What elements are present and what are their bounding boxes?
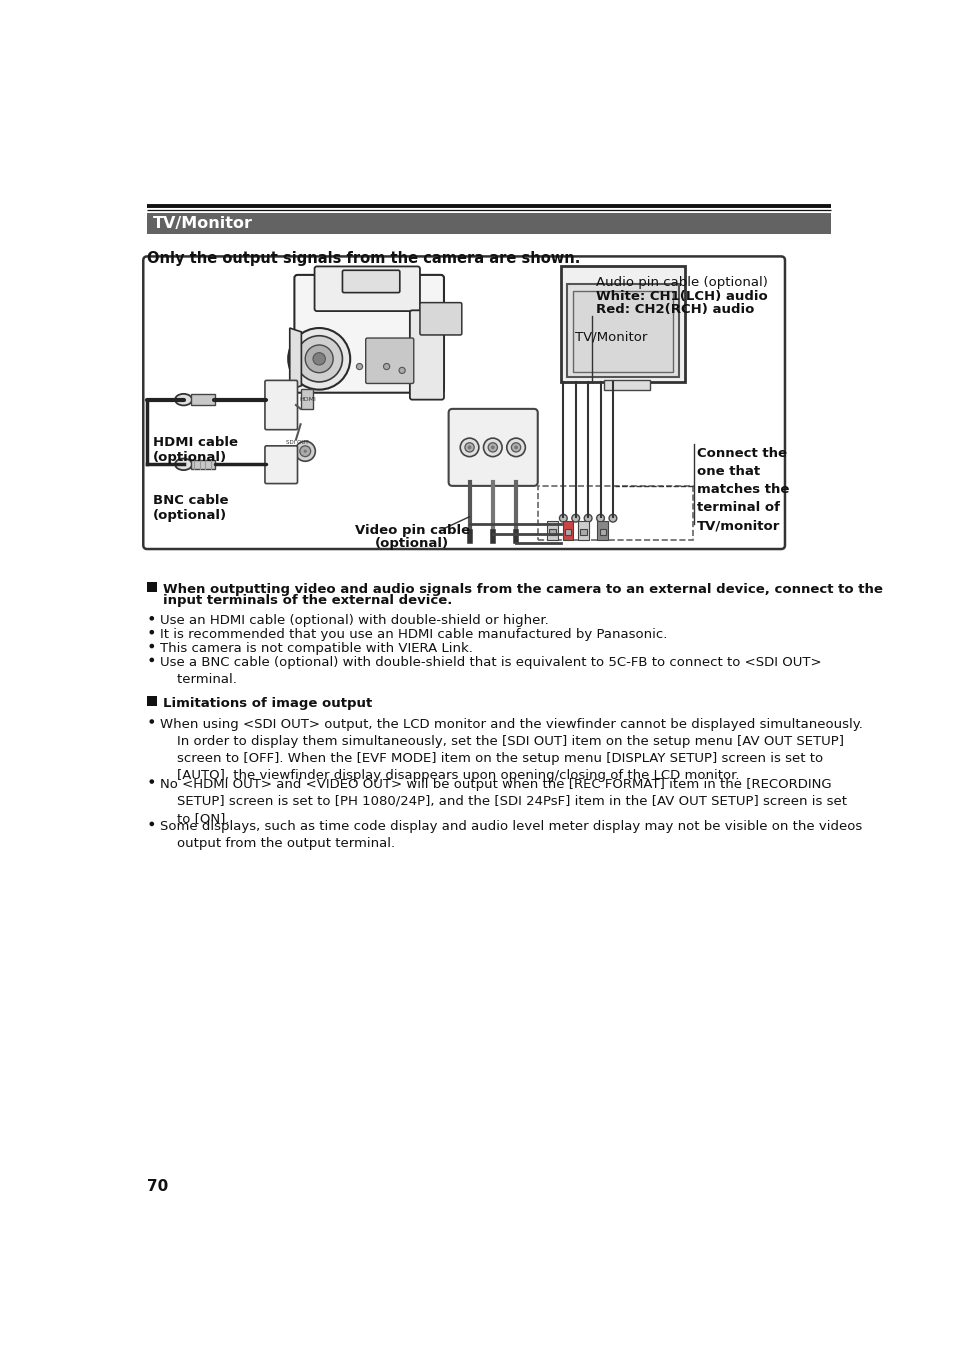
Text: SDI OUT: SDI OUT xyxy=(286,440,308,444)
Bar xyxy=(599,529,605,535)
Text: HDMI: HDMI xyxy=(298,397,315,402)
Circle shape xyxy=(491,445,495,450)
Circle shape xyxy=(608,515,617,523)
Circle shape xyxy=(398,367,405,374)
Text: Red: CH2(RCH) audio: Red: CH2(RCH) audio xyxy=(596,303,754,315)
Circle shape xyxy=(596,515,604,523)
FancyBboxPatch shape xyxy=(294,275,443,393)
Circle shape xyxy=(506,439,525,456)
Text: Only the output signals from the camera are shown.: Only the output signals from the camera … xyxy=(147,250,580,265)
Bar xyxy=(578,520,588,540)
Circle shape xyxy=(150,616,154,620)
Text: Connect the
one that
matches the
terminal of
TV/monitor: Connect the one that matches the termina… xyxy=(696,447,788,532)
FancyBboxPatch shape xyxy=(448,409,537,486)
Bar xyxy=(147,213,830,234)
Circle shape xyxy=(464,443,474,452)
Bar xyxy=(597,520,608,540)
Bar xyxy=(549,529,555,535)
Text: Some displays, such as time code display and audio level meter display may not b: Some displays, such as time code display… xyxy=(159,821,861,850)
Circle shape xyxy=(150,719,154,724)
Circle shape xyxy=(299,445,311,456)
Bar xyxy=(567,284,679,376)
Text: Use an HDMI cable (optional) with double-shield or higher.: Use an HDMI cable (optional) with double… xyxy=(159,615,548,627)
FancyBboxPatch shape xyxy=(143,256,784,548)
Circle shape xyxy=(459,439,478,456)
Circle shape xyxy=(514,445,517,450)
Circle shape xyxy=(150,658,154,662)
Circle shape xyxy=(288,328,350,390)
Ellipse shape xyxy=(174,394,192,405)
Bar xyxy=(562,520,573,540)
Circle shape xyxy=(571,515,579,523)
Text: Audio pin cable (optional): Audio pin cable (optional) xyxy=(596,276,767,290)
Circle shape xyxy=(483,439,501,456)
Bar xyxy=(564,529,571,535)
Circle shape xyxy=(467,445,471,450)
Circle shape xyxy=(356,363,362,370)
Circle shape xyxy=(150,630,154,635)
Text: (optional): (optional) xyxy=(375,538,449,551)
Bar xyxy=(191,460,215,468)
Text: Limitations of image output: Limitations of image output xyxy=(162,697,372,709)
Circle shape xyxy=(294,441,315,462)
Text: No <HDMI OUT> and <VIDEO OUT> will be output when the [REC FORMAT] item in the [: No <HDMI OUT> and <VIDEO OUT> will be ou… xyxy=(159,777,845,825)
Circle shape xyxy=(305,345,333,372)
Circle shape xyxy=(150,780,154,784)
Text: 70: 70 xyxy=(147,1179,169,1194)
Text: Use a BNC cable (optional) with double-shield that is equivalent to 5C-FB to con: Use a BNC cable (optional) with double-s… xyxy=(159,657,821,686)
Bar xyxy=(147,582,157,592)
Bar xyxy=(192,394,214,405)
Text: Video pin cable: Video pin cable xyxy=(355,524,469,538)
FancyBboxPatch shape xyxy=(300,389,313,409)
Circle shape xyxy=(488,443,497,452)
Text: When outputting video and audio signals from the camera to an external device, c: When outputting video and audio signals … xyxy=(162,584,882,596)
Polygon shape xyxy=(290,328,301,390)
Circle shape xyxy=(511,443,520,452)
Text: input terminals of the external device.: input terminals of the external device. xyxy=(162,594,452,608)
Text: White: CH1(LCH) audio: White: CH1(LCH) audio xyxy=(596,290,767,302)
FancyBboxPatch shape xyxy=(365,338,414,383)
Bar xyxy=(572,291,673,372)
Text: TV/Monitor: TV/Monitor xyxy=(153,215,253,230)
Bar xyxy=(560,267,684,382)
Text: TV/Monitor: TV/Monitor xyxy=(575,330,647,344)
Text: When using <SDI OUT> output, the LCD monitor and the viewfinder cannot be displa: When using <SDI OUT> output, the LCD mon… xyxy=(159,718,862,781)
Circle shape xyxy=(313,352,325,366)
Bar xyxy=(147,696,157,705)
Bar xyxy=(546,520,558,540)
Text: BNC cable
(optional): BNC cable (optional) xyxy=(153,494,229,521)
Circle shape xyxy=(383,363,390,370)
FancyBboxPatch shape xyxy=(265,445,297,483)
Circle shape xyxy=(150,822,154,826)
Text: This camera is not compatible with VIERA Link.: This camera is not compatible with VIERA… xyxy=(159,642,472,655)
FancyBboxPatch shape xyxy=(342,271,399,292)
FancyBboxPatch shape xyxy=(265,380,297,429)
Bar xyxy=(579,529,586,535)
Circle shape xyxy=(558,515,567,523)
Circle shape xyxy=(150,643,154,649)
FancyBboxPatch shape xyxy=(419,303,461,334)
Bar xyxy=(537,486,692,540)
Bar xyxy=(603,380,649,390)
FancyBboxPatch shape xyxy=(314,267,419,311)
Circle shape xyxy=(303,450,307,452)
Text: It is recommended that you use an HDMI cable manufactured by Panasonic.: It is recommended that you use an HDMI c… xyxy=(159,628,666,642)
Ellipse shape xyxy=(174,459,192,470)
Circle shape xyxy=(295,336,342,382)
Text: HDMI cable
(optional): HDMI cable (optional) xyxy=(153,436,238,464)
FancyBboxPatch shape xyxy=(410,310,443,399)
Circle shape xyxy=(583,515,592,523)
